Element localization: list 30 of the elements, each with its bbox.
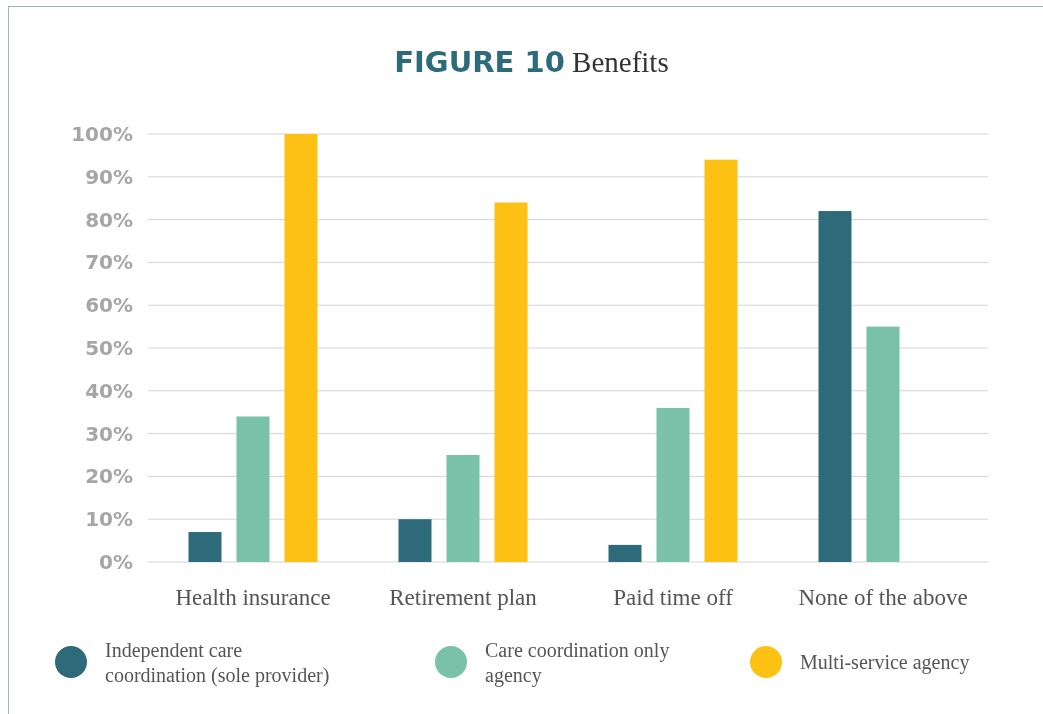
bar [236,416,270,562]
y-tick-label: 10% [85,507,133,532]
bar [188,532,222,562]
bar [494,202,528,562]
bar [608,544,642,562]
bar [284,134,318,562]
bar [704,159,738,562]
bar [398,519,432,562]
bar [446,455,480,562]
y-tick-label: 20% [85,464,133,489]
bar [656,407,690,562]
y-tick-label: 40% [85,378,133,403]
x-tick-label: Health insurance [175,585,331,610]
y-tick-label: 90% [85,164,133,189]
y-tick-label: 0% [99,550,133,574]
bar [866,326,900,562]
y-tick-label: 70% [85,250,133,275]
y-tick-label: 60% [85,293,133,318]
y-tick-label: 50% [85,336,133,360]
legend-label: Independent care coordination (sole provider) [105,638,330,687]
x-tick-label: Paid time off [613,585,734,610]
chart-title: FIGURE 10 Benefits [394,45,669,79]
legend-label: Care coordination only agency [485,638,670,687]
y-tick-label: 100% [71,122,133,146]
legend-label: Multi-service agency [800,651,970,674]
x-tick-label: None of the above [798,585,968,610]
bar [818,211,852,562]
x-tick-label: Retirement plan [389,585,538,610]
y-tick-label: 30% [85,421,133,446]
y-tick-label: 80% [85,207,133,232]
